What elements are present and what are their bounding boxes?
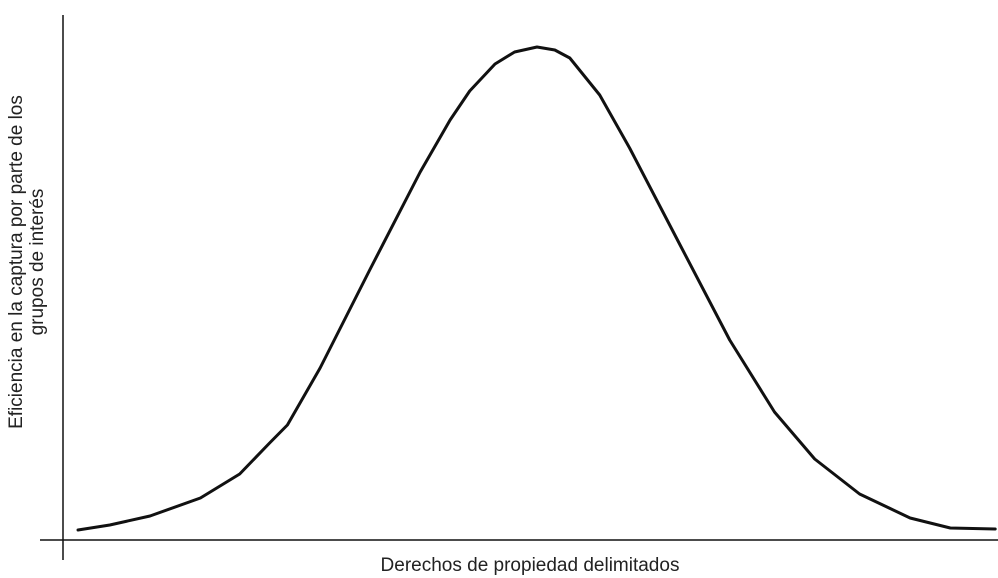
x-axis-label: Derechos de propiedad delimitados [381, 555, 680, 576]
curve [76, 45, 997, 532]
y-axis-label: Eficiencia en la captura por parte de lo… [6, 95, 27, 429]
y-axis-label: grupos de interés [27, 189, 48, 336]
